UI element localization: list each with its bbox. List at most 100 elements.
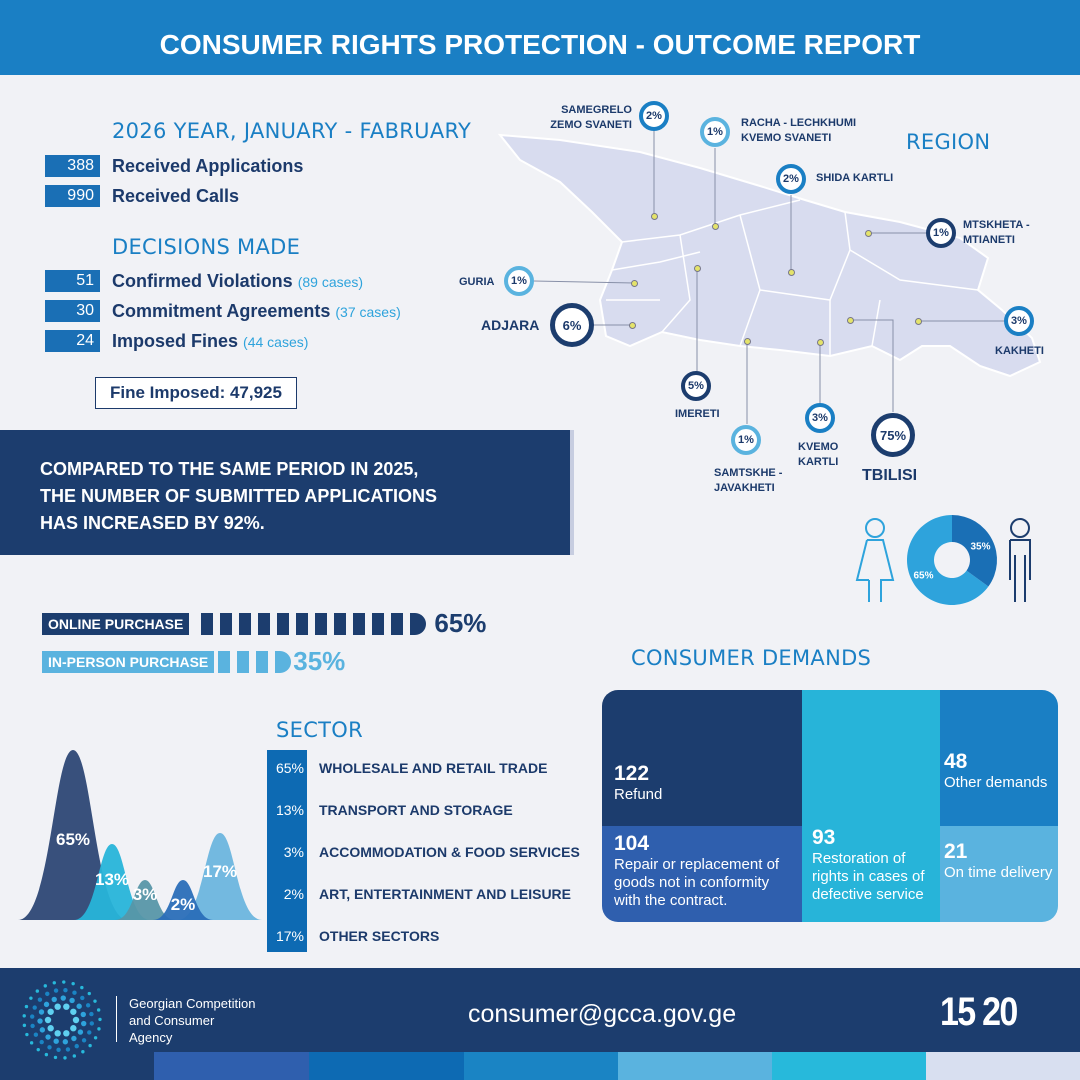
violations-label: Confirmed Violations (89 cases)	[112, 270, 363, 293]
label: Repair or replacement of goods not in co…	[614, 856, 780, 909]
sector-row: 3% ACCOMMODATION & FOOD SERVICES	[267, 844, 597, 866]
region-title: REGION	[906, 130, 991, 154]
gender-chart: 65% 35%	[855, 515, 1031, 605]
value: 122	[614, 762, 650, 785]
sector-percent: 2%	[283, 886, 304, 902]
logo-dot	[87, 991, 91, 996]
label-line: KARTLI	[798, 456, 839, 468]
value: 93	[812, 826, 836, 849]
sector-name: WHOLESALE AND RETAIL TRADE	[319, 760, 548, 776]
purchase-segment	[372, 612, 385, 635]
org-line: Agency	[129, 1030, 173, 1045]
violations-count: 51	[45, 270, 100, 292]
logo-dot	[35, 989, 40, 993]
purchase-segment	[391, 612, 404, 635]
label: Confirmed Violations	[112, 271, 293, 291]
sector-area-chart: 65% 17% 13%3% 2%	[18, 750, 262, 920]
male-icon	[1009, 518, 1031, 602]
logo-dot	[62, 980, 66, 984]
logo-dot	[62, 1039, 69, 1045]
logo-dot	[30, 1023, 35, 1029]
applications-label: Received Applications	[112, 156, 304, 176]
logo-dot	[72, 990, 77, 995]
region-dot	[629, 322, 636, 329]
online-label: ONLINE PURCHASE	[42, 612, 190, 635]
logo-dot	[72, 1016, 80, 1024]
logo-dot	[70, 1008, 77, 1015]
contact-email[interactable]: consumer@gcca.gov.ge	[468, 1000, 737, 1028]
logo-dot	[44, 1052, 49, 1057]
logo-dot	[65, 1047, 71, 1052]
label-line: SAMTSKHE -	[714, 467, 783, 479]
label-line: JAVAKHETI	[714, 482, 775, 494]
logo-dot	[93, 1036, 98, 1040]
logo-dot	[51, 996, 57, 1003]
org-line: and Consumer	[129, 1013, 215, 1028]
value: 21	[944, 840, 968, 863]
logo-dot	[81, 1038, 87, 1043]
gcca-logo-icon	[22, 980, 102, 1060]
purchase-segment	[410, 612, 427, 635]
demand-restoration: 93 Restoration of rights in cases of defe…	[802, 690, 940, 922]
logo-dot	[71, 981, 75, 986]
sector-percent: 17%	[275, 928, 304, 944]
logo-dot	[97, 1027, 101, 1031]
purchase-segment	[237, 650, 250, 673]
logo-dot	[52, 981, 56, 985]
logo-dot	[29, 1014, 35, 1019]
sector-peak	[153, 880, 213, 920]
label-line: KVEMO SVANETI	[741, 132, 832, 144]
region-pin-adjara: 6%	[550, 303, 594, 347]
region-label-imereti: IMERETI	[675, 408, 720, 420]
banner-line: HAS INCREASED BY 92%.	[40, 513, 265, 533]
region-dot	[817, 339, 824, 346]
region-label-tbilisi: TBILISI	[862, 467, 918, 484]
region-pin-racha: 1%	[700, 117, 730, 147]
color-stripe	[618, 1052, 773, 1080]
logo-dot	[45, 1034, 51, 1040]
note: (37 cases)	[335, 304, 401, 320]
logo-dot	[74, 1043, 79, 1049]
logo-dot	[80, 995, 85, 1001]
logo-dot	[39, 1027, 46, 1033]
logo-dot	[32, 1005, 37, 1010]
logo-dot	[98, 1017, 102, 1022]
logo-dot	[37, 1018, 43, 1024]
logo-dot	[72, 1054, 77, 1058]
region-label-mtskheta: MTSKHETA - MTIANETI	[963, 218, 1030, 248]
region-label-adjara: ADJARA	[481, 317, 540, 333]
donut-label: 65%	[913, 571, 933, 582]
region-dot	[915, 318, 922, 325]
logo-dot	[29, 996, 33, 1000]
comparison-banner: COMPARED TO THE SAME PERIOD IN 2025, THE…	[0, 430, 570, 555]
region-pin-samegrelo: 2%	[639, 101, 669, 131]
label-line: KVEMO	[798, 441, 839, 453]
logo-dot	[63, 1003, 70, 1010]
region-pin-kakheti: 3%	[1004, 306, 1034, 336]
region-dot	[865, 230, 872, 237]
color-stripe	[309, 1052, 464, 1080]
donut-label: 35%	[971, 541, 991, 552]
calls-count: 990	[45, 185, 100, 207]
logo-dot	[43, 984, 47, 988]
logo-dot	[22, 1014, 26, 1018]
logo-dot	[87, 1030, 92, 1035]
purchase-segment	[256, 650, 269, 673]
calls-label: Received Calls	[112, 186, 240, 206]
logo-dot	[45, 991, 50, 997]
sector-name: OTHER SECTORS	[319, 928, 440, 944]
logo-dot	[36, 1047, 40, 1052]
logo-dot	[69, 997, 75, 1004]
demands-treemap: 122 Refund 104 Repair or replacement of go…	[602, 690, 1058, 922]
purchase-segment	[239, 612, 252, 635]
online-segments	[201, 612, 427, 635]
sector-row: 13% TRANSPORT AND STORAGE	[267, 802, 597, 824]
region-pin-tbilisi: 75%	[871, 413, 915, 457]
female-icon	[855, 518, 895, 602]
color-stripe	[926, 1052, 1080, 1080]
logo-dot	[33, 1032, 39, 1037]
sector-percent: 3%	[283, 844, 304, 860]
region-label-guria: GURIA	[459, 276, 495, 288]
purchase-segment	[201, 612, 214, 635]
region-dot	[651, 213, 658, 220]
